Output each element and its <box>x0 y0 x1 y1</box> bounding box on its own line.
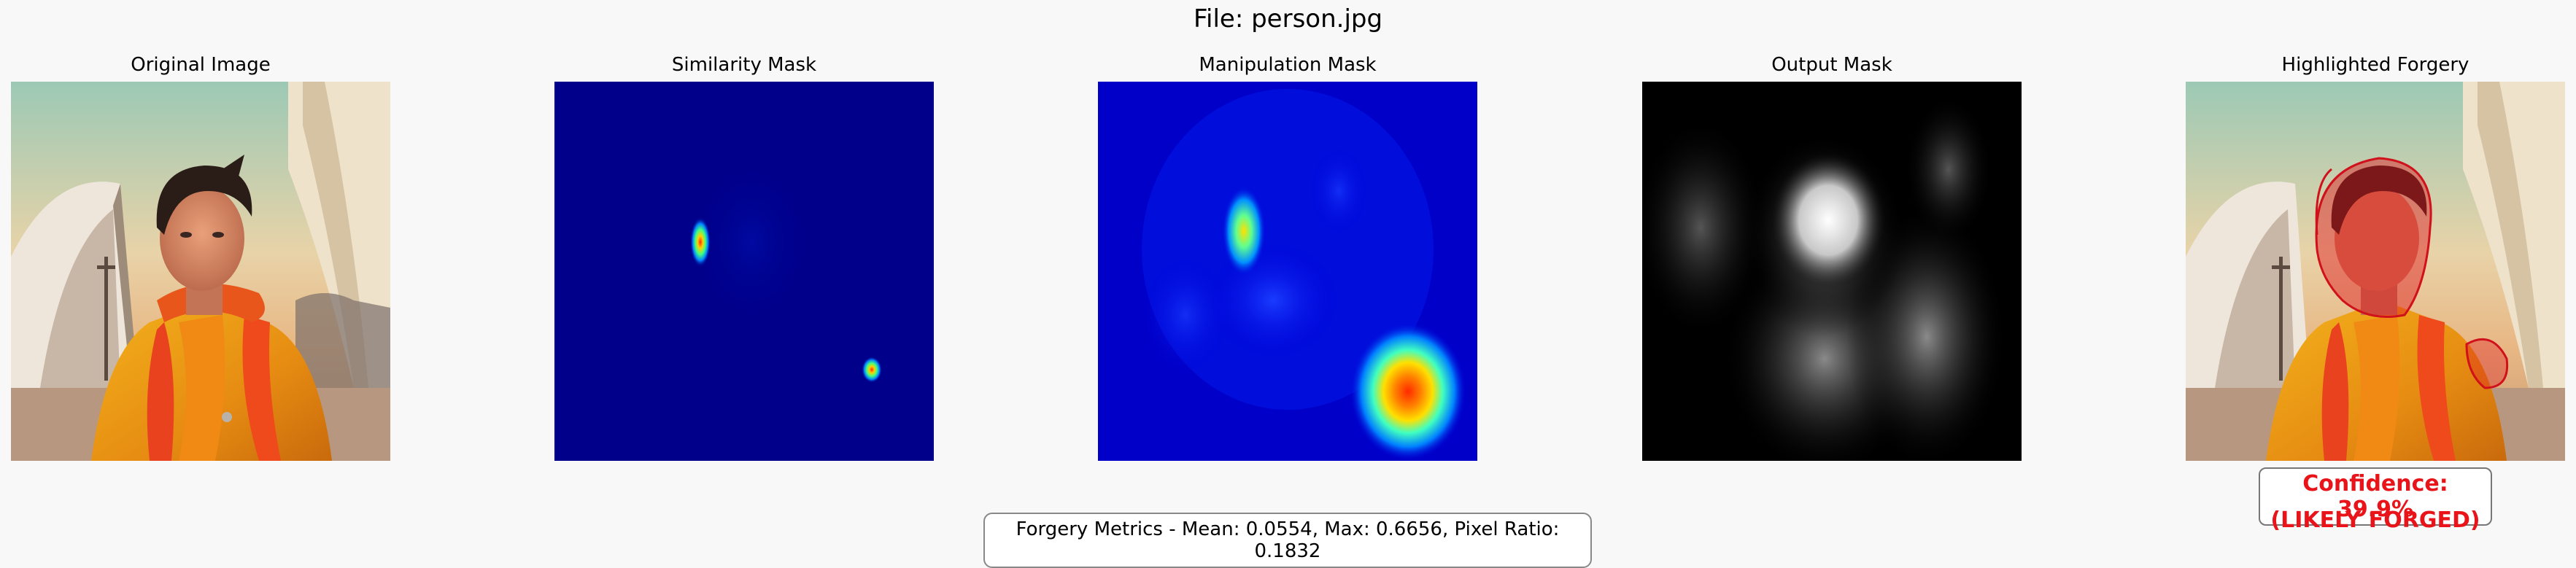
forgery-metrics-box: Forgery Metrics - Mean: 0.0554, Max: 0.6… <box>983 513 1592 568</box>
highlighted-forgery-image <box>2186 82 2565 461</box>
panel-title-output: Output Mask <box>1771 54 1892 76</box>
manipulation-mask <box>1098 82 1477 461</box>
figure-title: File: person.jpg <box>1193 4 1383 34</box>
panel-title-manipulation: Manipulation Mask <box>1199 54 1377 76</box>
confidence-label: Confidence: 39.9% <box>2259 467 2492 526</box>
output-mask <box>1642 82 2022 461</box>
forgery-verdict: (LIKELY FORGED) <box>2270 507 2480 533</box>
original-image <box>11 82 390 461</box>
panel-title-similarity: Similarity Mask <box>671 54 817 76</box>
panel-title-original: Original Image <box>131 54 271 76</box>
panel-title-highlighted: Highlighted Forgery <box>2281 54 2469 76</box>
similarity-mask <box>554 82 934 461</box>
